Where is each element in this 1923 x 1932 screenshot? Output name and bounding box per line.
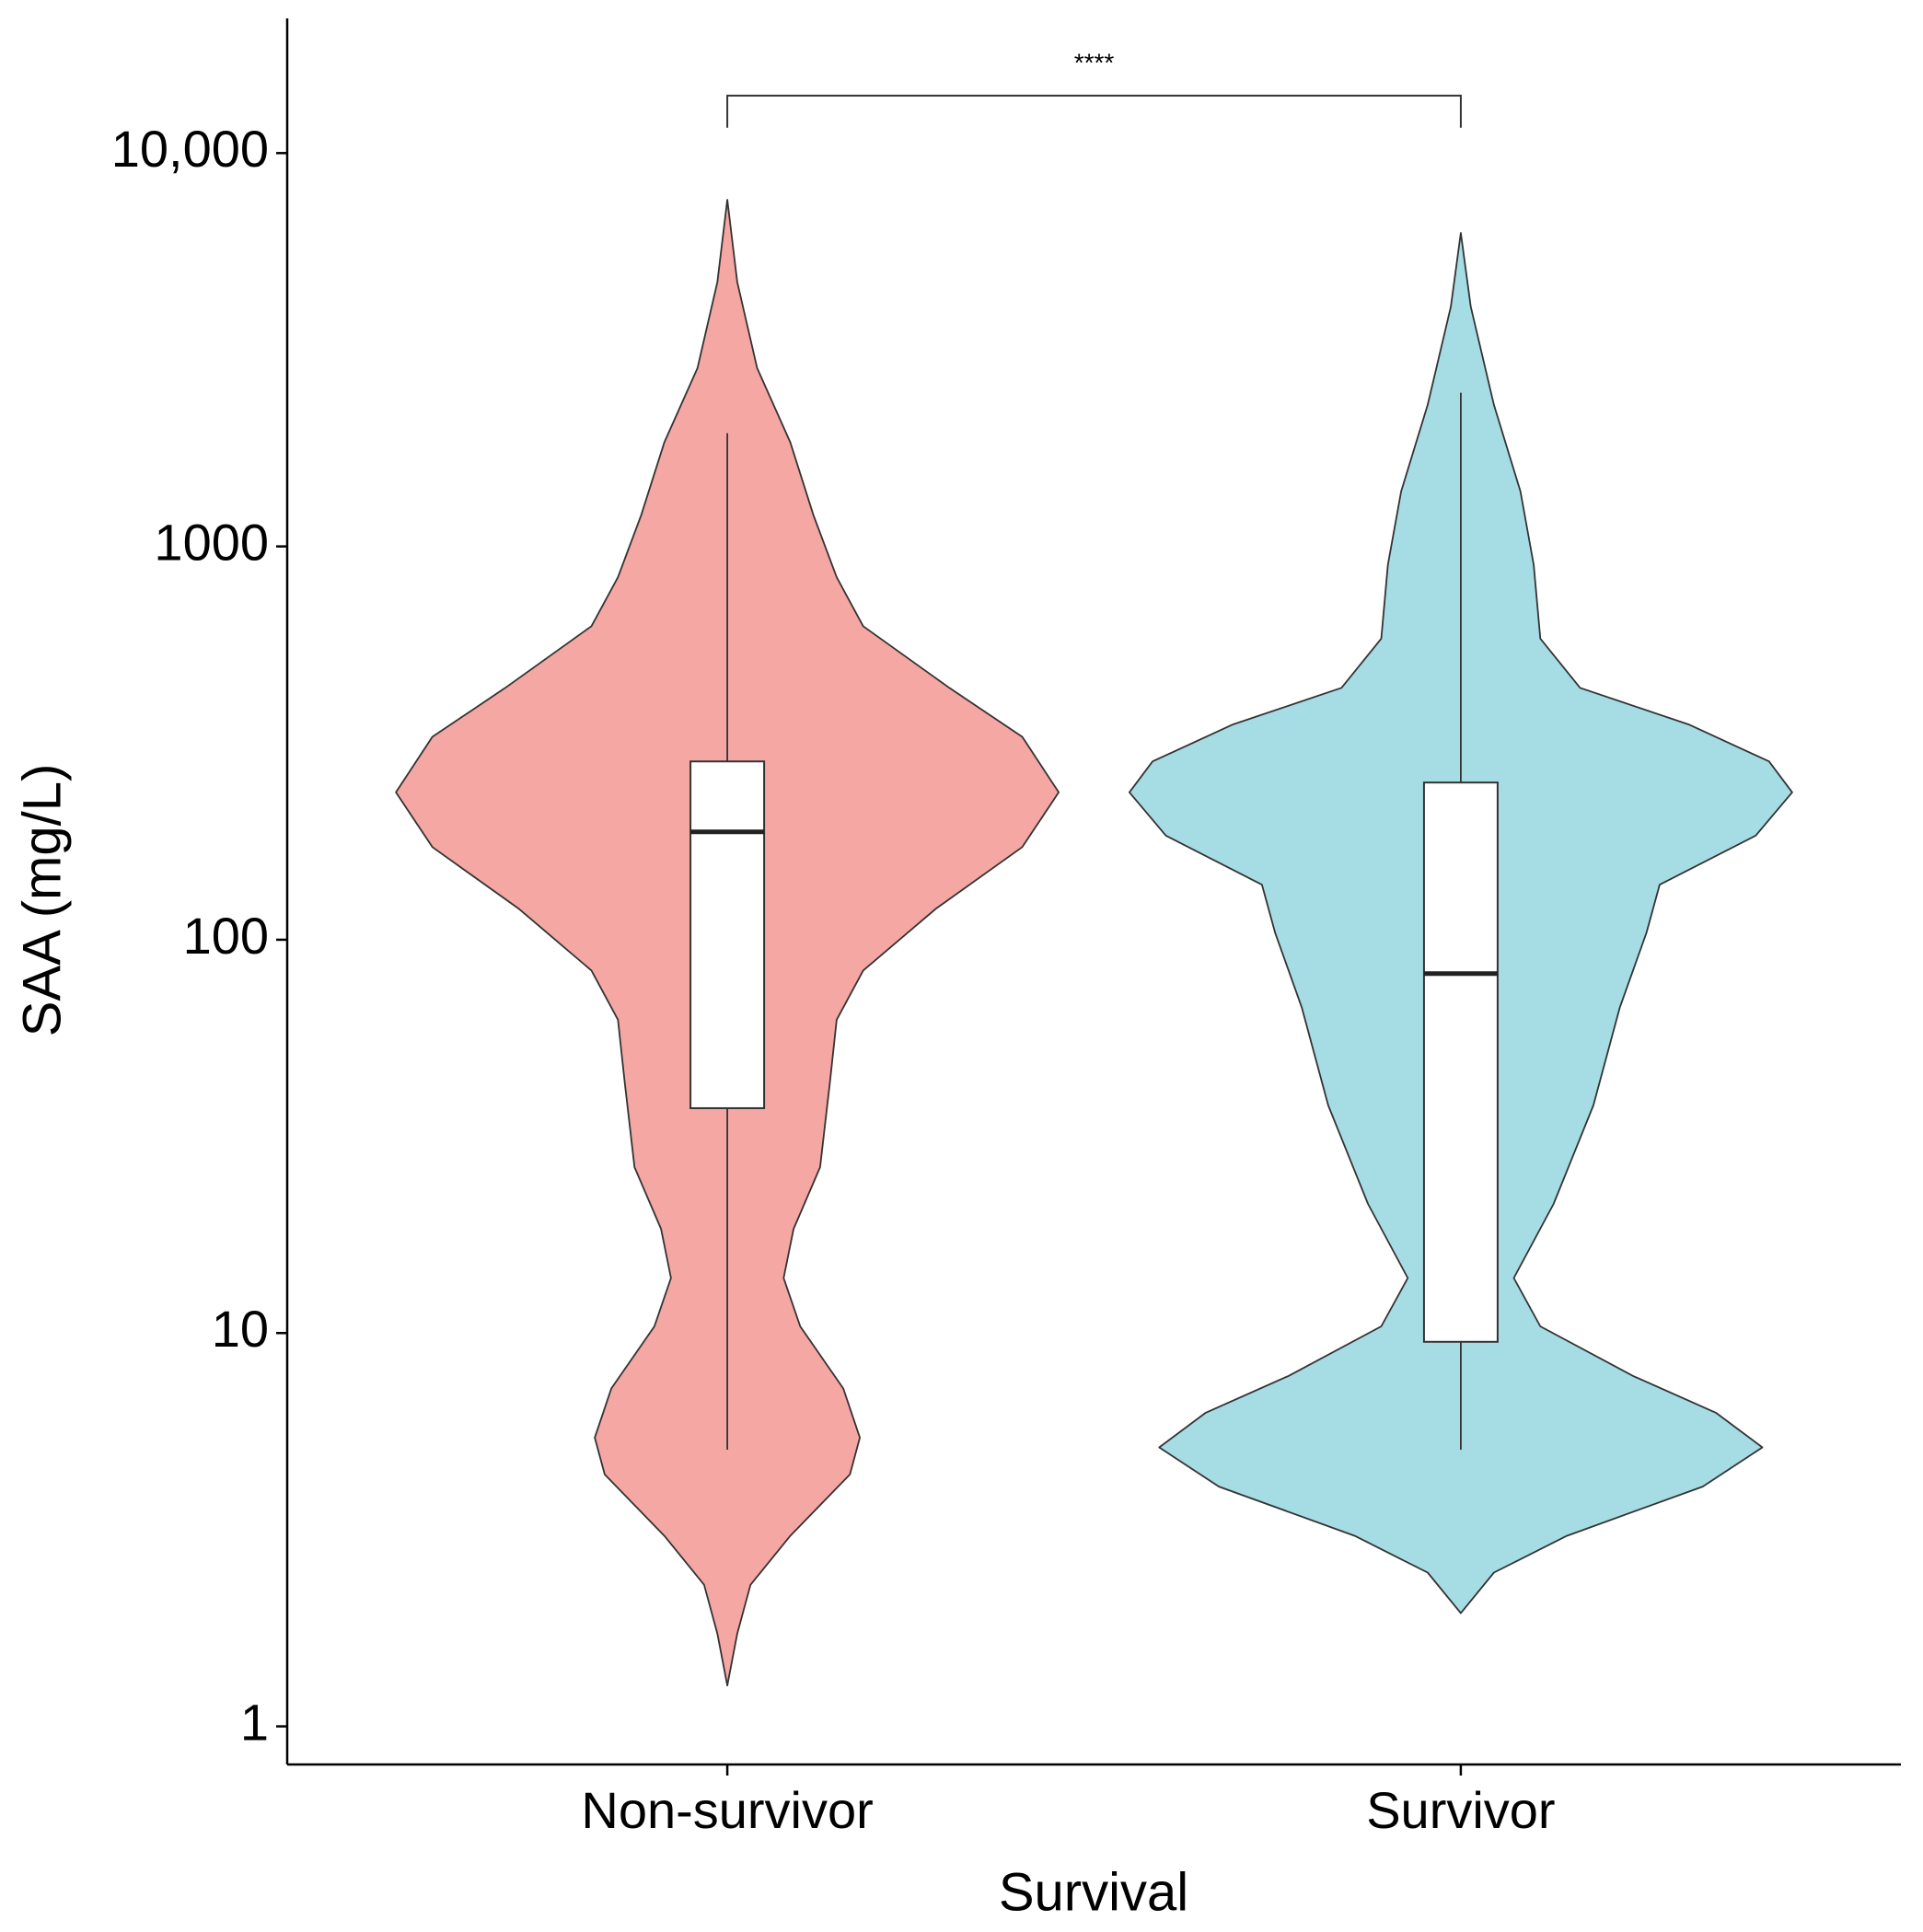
significance-bracket [726, 94, 1462, 128]
x-tick-label: Non-survivor [581, 1781, 873, 1839]
x-axis-title: Survival [999, 1862, 1188, 1922]
x-tick-label: Survivor [1366, 1781, 1555, 1839]
box [1422, 781, 1499, 1343]
box [689, 760, 766, 1109]
y-tick-label: 1000 [154, 513, 269, 571]
y-axis-title: SAA (mg/L) [12, 764, 72, 1037]
significance-label: **** [1074, 48, 1115, 76]
y-tick-label: 1 [240, 1693, 269, 1751]
y-tick-label: 10 [212, 1300, 269, 1358]
y-tick-label: 10,000 [111, 120, 269, 178]
y-tick-label: 100 [183, 907, 269, 965]
